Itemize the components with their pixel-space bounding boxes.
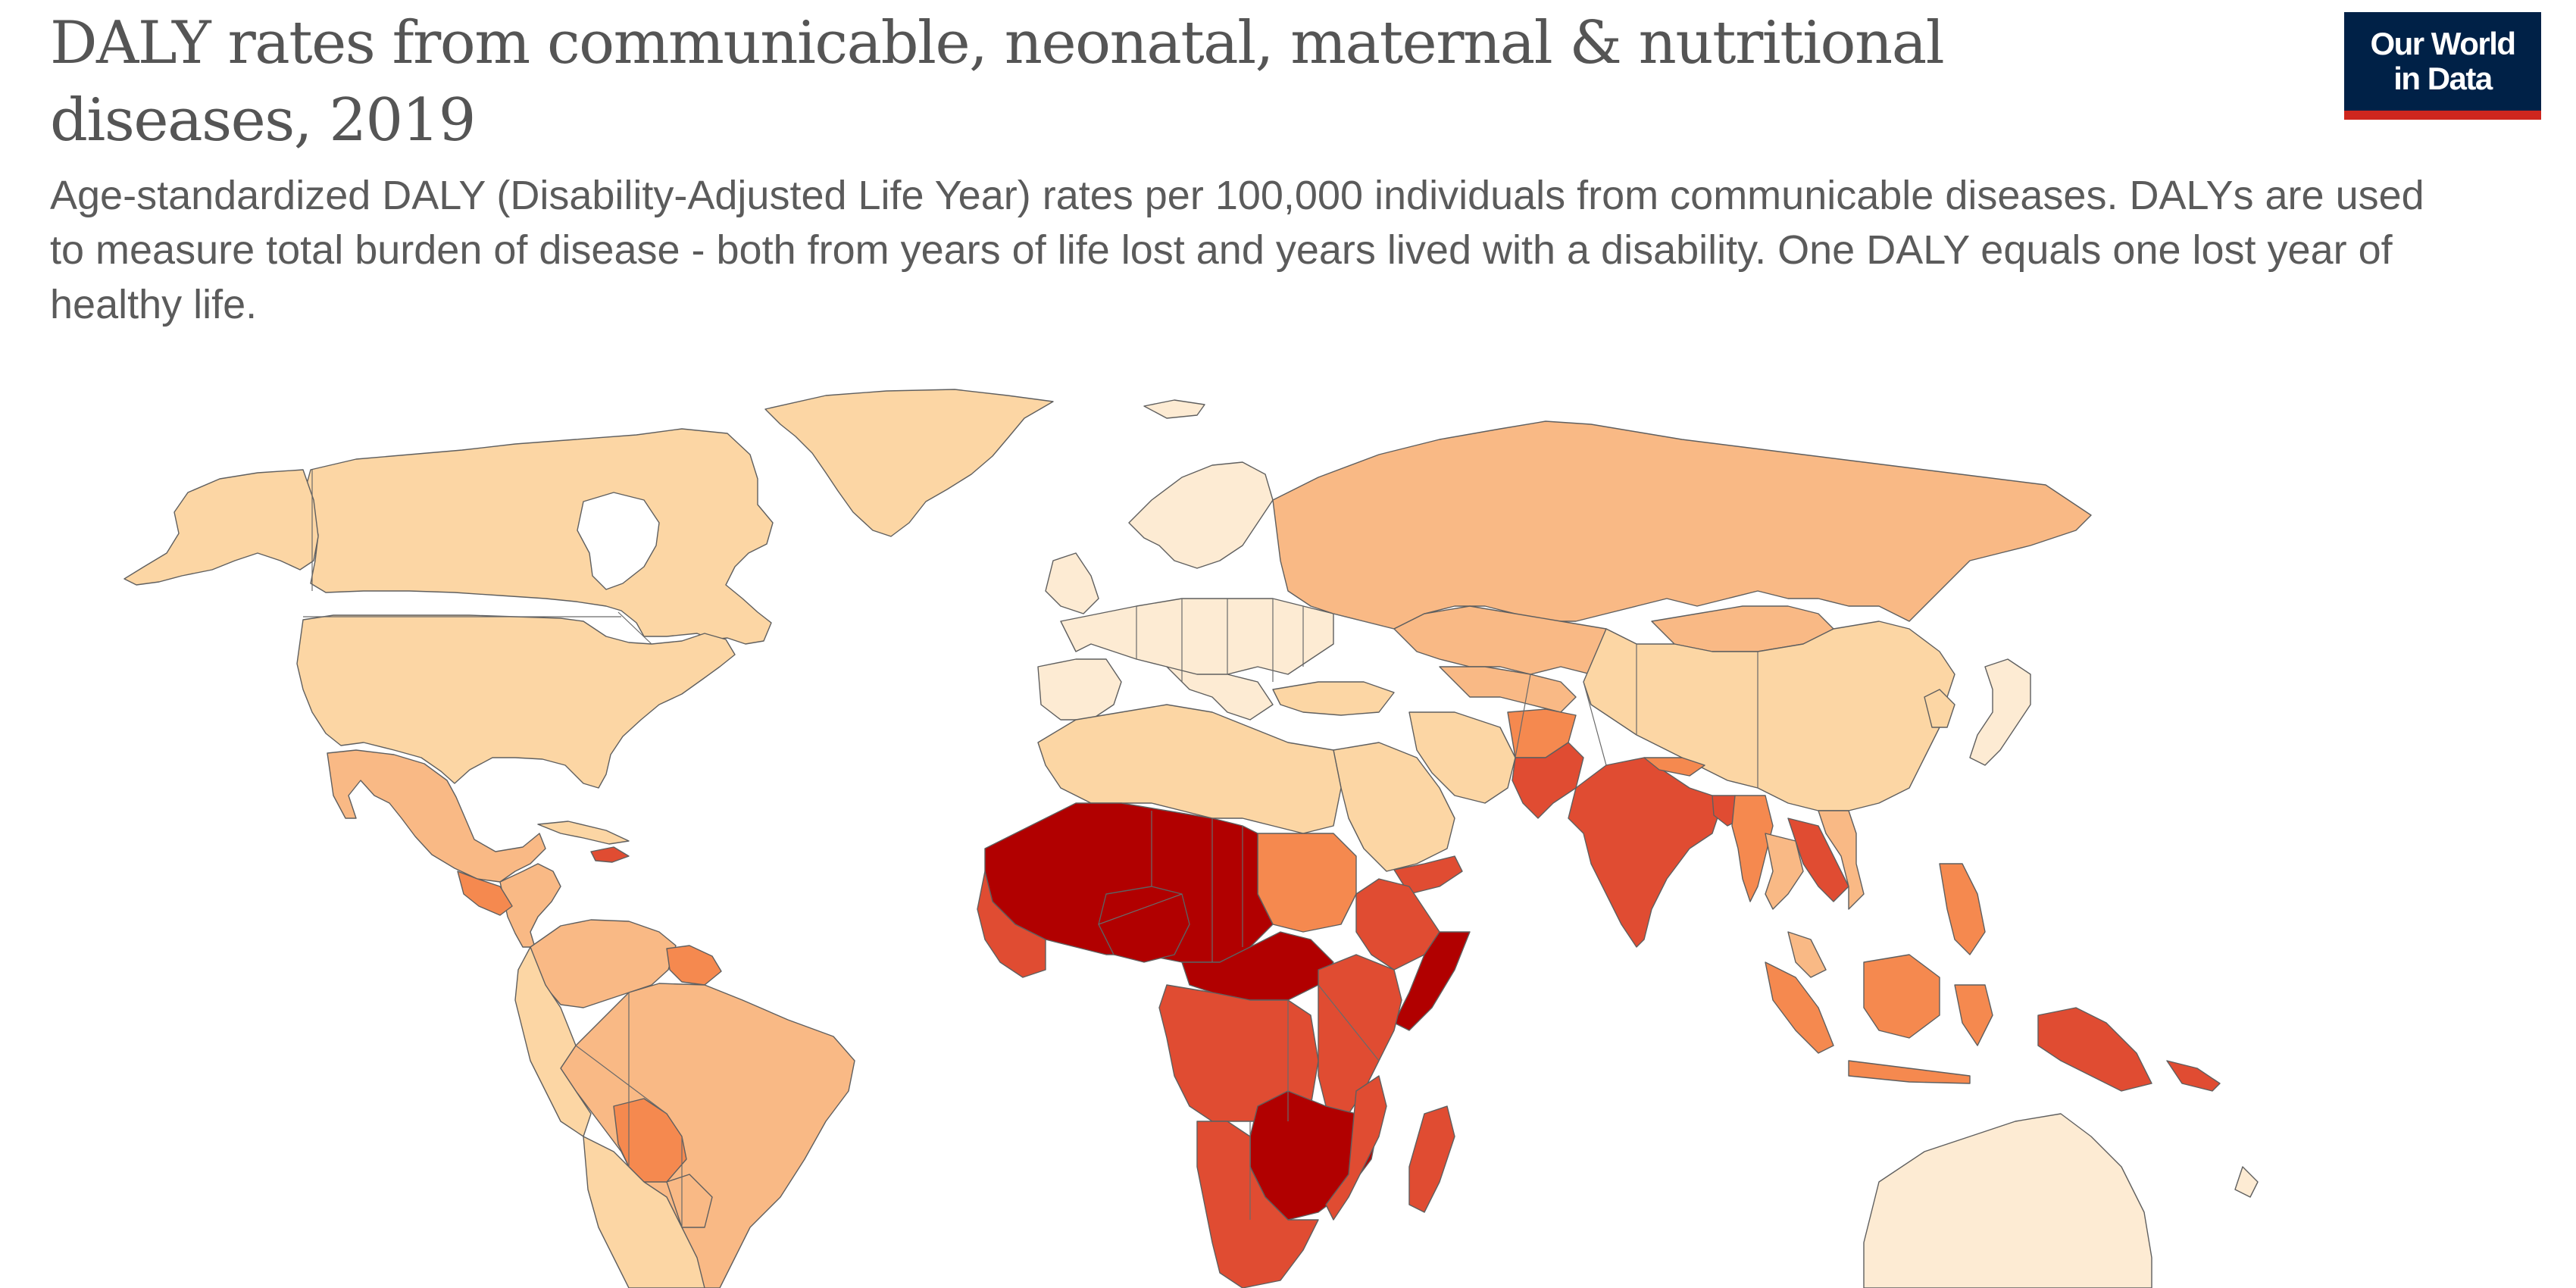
country-mexico[interactable] [327,749,546,883]
country-madagascar[interactable] [1408,1105,1455,1213]
lake-hudson-bay [577,492,660,590]
country-mozambique[interactable] [1325,1075,1387,1221]
country-somalia[interactable] [1393,931,1471,1031]
country-indonesia-sumatra[interactable] [1765,961,1834,1054]
country-russia[interactable] [1272,420,2092,630]
country-chile-argentina[interactable] [583,1136,705,1288]
country-japan[interactable] [1969,658,2031,766]
country-indonesia-sulawesi[interactable] [1954,984,1993,1046]
border-europe-internal [1136,599,1304,682]
country-usa[interactable] [296,614,736,789]
logo-line-2: in Data [2393,61,2493,96]
border-usa-canada [303,611,652,645]
country-papua-new-guinea[interactable] [2037,1007,2152,1092]
country-philippines[interactable] [1939,863,1986,955]
country-italy-balkans[interactable] [1166,666,1274,721]
country-scandinavia[interactable] [1128,461,1274,569]
country-uk-ireland[interactable] [1045,552,1099,614]
chart-title: DALY rates from communicable, neonatal, … [50,9,1945,155]
choropleth-world-map[interactable] [0,356,2576,1288]
country-iran[interactable] [1408,711,1516,804]
country-alaska-usa[interactable] [123,469,319,586]
chart-subtitle: Age-standardized DALY (Disability-Adjust… [50,173,2424,327]
country-central-asia-stans[interactable] [1439,666,1577,713]
country-central-america[interactable] [499,863,561,948]
country-brazil[interactable] [560,983,855,1288]
owid-logo[interactable]: Our World in Data [2344,12,2541,120]
country-paraguay[interactable] [666,1174,713,1228]
country-western-europe[interactable] [1060,598,1334,683]
country-malaysia[interactable] [1787,931,1827,978]
country-greenland[interactable] [764,389,1054,537]
country-bolivia[interactable] [613,1098,687,1183]
country-guatemala-honduras[interactable] [457,871,513,916]
country-laos-cambodia[interactable] [1787,818,1849,902]
border-africa-internal [1098,811,1380,1220]
country-cuba[interactable] [537,821,630,845]
logo-line-1: Our World [2370,26,2516,61]
country-colombia-venezuela[interactable] [530,919,677,1008]
country-turkey[interactable] [1272,681,1395,716]
border-asia-internal [1333,613,1758,788]
country-nepal[interactable] [1643,757,1705,777]
country-sudan[interactable] [1257,833,1357,933]
country-east-africa[interactable] [1318,954,1402,1114]
country-nigeria[interactable] [1098,886,1190,963]
country-saudi-arabia[interactable] [1333,742,1455,872]
country-vietnam[interactable] [1818,810,1865,910]
country-india[interactable] [1568,757,1721,948]
country-iceland[interactable] [1143,399,1205,419]
country-solomon-islands[interactable] [2166,1060,2221,1092]
country-indonesia-borneo-java[interactable] [1848,954,1971,1084]
country-australia[interactable] [1863,1113,2152,1288]
country-new-zealand[interactable] [2234,1166,2259,1198]
country-china[interactable] [1583,621,1955,811]
country-canada[interactable] [305,428,774,645]
country-korea[interactable] [1924,689,1955,728]
country-myanmar[interactable] [1731,795,1774,902]
country-haiti-dominican[interactable] [590,846,630,863]
country-pakistan[interactable] [1512,742,1584,819]
country-iberia[interactable] [1037,658,1122,721]
border-south-america-internal [575,993,683,1227]
country-west-africa-coast[interactable] [977,871,1046,978]
country-guyana-suriname[interactable] [666,945,722,986]
